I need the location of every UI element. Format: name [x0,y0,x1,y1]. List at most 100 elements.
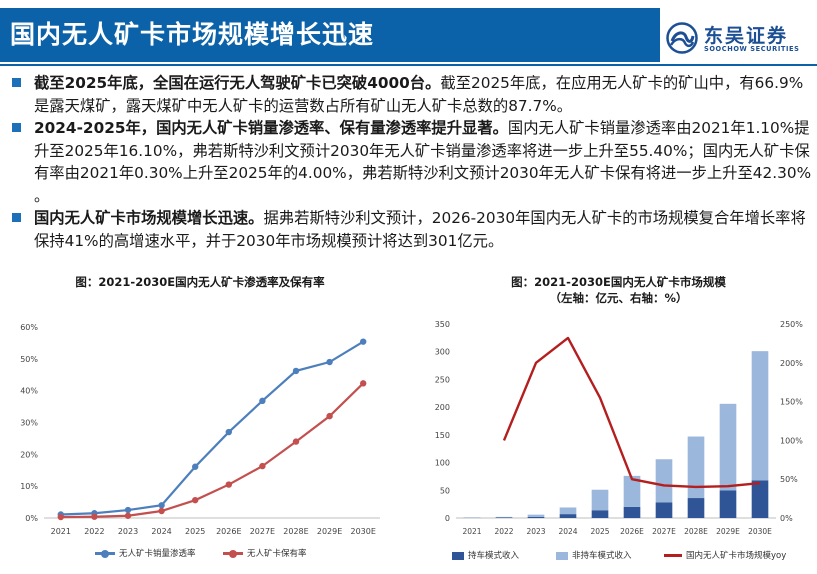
y-left-tick-label: 250 [435,375,450,384]
x-tick-label: 2027E [250,527,275,536]
data-point [124,506,132,514]
x-tick-label: 2024 [151,527,171,536]
y-tick-label: 50% [20,355,38,364]
bar-owned-mode [559,514,577,518]
x-tick-label: 2024 [558,527,577,536]
y-tick-label: 60% [20,323,38,332]
logo-subtext: SOOCHOW SECURITIES [704,45,800,53]
header: 国内无人矿卡市场规模增长迅速 东吴证券 SOOCHOW SECURITIES [0,0,817,66]
left-chart-title: 图：2021-2030E国内无人矿卡渗透率及保有率 [75,275,325,289]
y-right-tick-label: 0% [780,514,793,523]
data-point [192,463,199,470]
x-tick-label: 2022 [84,527,104,536]
bar-owned-mode [591,510,609,518]
y-left-tick-label: 50 [440,486,450,495]
x-tick-label: 2029E [716,527,740,536]
bar-owned-mode [527,516,545,518]
bullet-square-icon [12,213,21,222]
logo-text: 东吴证券 [704,25,789,47]
data-point [225,481,232,488]
market-size-bar-chart: 0 50 100 150 200 250 300 350 0% 50% 100% 150% 200% 25… [435,320,804,536]
right-legend: 持车模式收入 非持车模式收入 国内无人矿卡市场规模yoy [452,549,817,563]
data-point [158,507,165,515]
header-rule [0,64,817,66]
bar-owned-mode [687,498,705,518]
series-line [60,340,364,516]
x-tick-label: 2030E [748,527,772,536]
bullet-text: 截至2025年底，在应用无人矿卡的矿山中，有66.9%是露天煤矿，露天煤矿中无人… [34,74,804,115]
title-bar: 国内无人矿卡市场规模增长迅速 [0,8,660,62]
x-tick-label: 2026E [620,527,644,536]
bar-owned-mode [623,506,641,518]
legend-item-non-owned-mode: 非持车模式收入 [556,549,632,561]
y-tick-label: 20% [20,450,38,459]
data-point [292,367,300,375]
data-point [360,338,367,345]
legend-item-ownership: 无人矿卡保有率 [223,547,307,559]
y-left-tick-label: 0 [445,514,450,523]
right-chart-subtitle: （左轴：亿元、右轴：%） [549,291,688,305]
data-point [360,380,367,387]
bar-non-owned-mode [687,436,705,499]
x-tick-label: 2028E [684,527,708,536]
bar-non-owned-mode [751,351,769,481]
legend-label: 非持车模式收入 [572,551,632,561]
legend-label: 国内无人矿卡市场规模yoy [686,551,787,561]
y-right-tick-label: 50% [780,475,798,484]
legend-line-icon [664,554,682,557]
y-left-tick-label: 200 [435,403,450,412]
yoy-line [502,336,761,489]
legend-label: 无人矿卡销量渗透率 [119,549,196,559]
y-left-tick-label: 100 [435,459,450,468]
data-point [158,502,165,509]
bullet-item: 2024-2025年，国内无人矿卡销量渗透率、保有量渗透率提升显著。国内无人矿卡… [8,117,813,207]
x-tick-label: 2022 [494,527,513,536]
bullet-item: 截至2025年底，全国在运行无人驾驶矿卡已突破4000台。截至2025年底，在应… [8,72,813,117]
right-chart-title: 图：2021-2030E国内无人矿卡市场规模 （左轴：亿元、右轴：%） [420,274,817,306]
legend-line-icon [95,549,115,558]
bullet-square-icon [12,78,21,87]
x-tick-label: 2029E [317,527,342,536]
bar-non-owned-mode [655,459,673,503]
data-point [326,412,333,420]
bar-non-owned-mode [719,403,737,491]
bar-owned-mode [719,490,737,518]
logo: 东吴证券 SOOCHOW SECURITIES [664,20,814,60]
data-point [57,513,64,521]
series-line [60,382,364,519]
legend-box-icon [556,551,568,560]
bar-owned-mode [751,480,769,518]
legend-item-yoy: 国内无人矿卡市场规模yoy [664,549,786,561]
x-tick-label: 2025 [185,527,205,536]
y-right-tick-label: 200% [780,359,803,368]
bullet-list: 截至2025年底，全国在运行无人驾驶矿卡已突破4000台。截至2025年底，在应… [8,72,813,252]
left-legend: 无人矿卡销量渗透率 无人矿卡保有率 [95,547,395,561]
data-point [259,462,266,470]
x-tick-label: 2027E [652,527,676,536]
y-left-tick-label: 150 [435,431,450,440]
bullet-lead: 截至2025年底，全国在运行无人驾驶矿卡已突破4000台。 [34,74,441,92]
x-tick-label: 2023 [526,527,545,536]
data-point [326,358,333,366]
data-point [292,438,300,445]
bar-owned-mode [655,502,673,518]
page-title: 国内无人矿卡市场规模增长迅速 [10,20,375,49]
x-tick-label: 2028E [283,527,308,536]
x-tick-label: 2026E [216,527,241,536]
legend-line-icon [223,549,243,558]
bullet-square-icon [12,123,21,132]
bar-non-owned-mode [559,507,577,515]
y-right-tick-label: 100% [780,436,803,445]
bar-owned-mode [495,517,513,518]
legend-label: 持车模式收入 [468,551,520,561]
bullet-lead: 国内无人矿卡市场规模增长迅速。 [34,209,264,227]
y-tick-label: 0% [25,514,38,523]
x-tick-label: 2021 [462,527,481,536]
penetration-line-chart: 0% 10% 20% 30% 40% 50% 60% 2021 2022 2023 2024 2025… [20,323,380,536]
x-tick-label: 2025 [590,527,609,536]
y-left-tick-label: 300 [435,348,450,357]
y-left-tick-label: 350 [435,320,450,329]
bar-non-owned-mode [591,489,609,511]
data-point [192,496,199,504]
legend-label: 无人矿卡保有率 [247,549,307,559]
